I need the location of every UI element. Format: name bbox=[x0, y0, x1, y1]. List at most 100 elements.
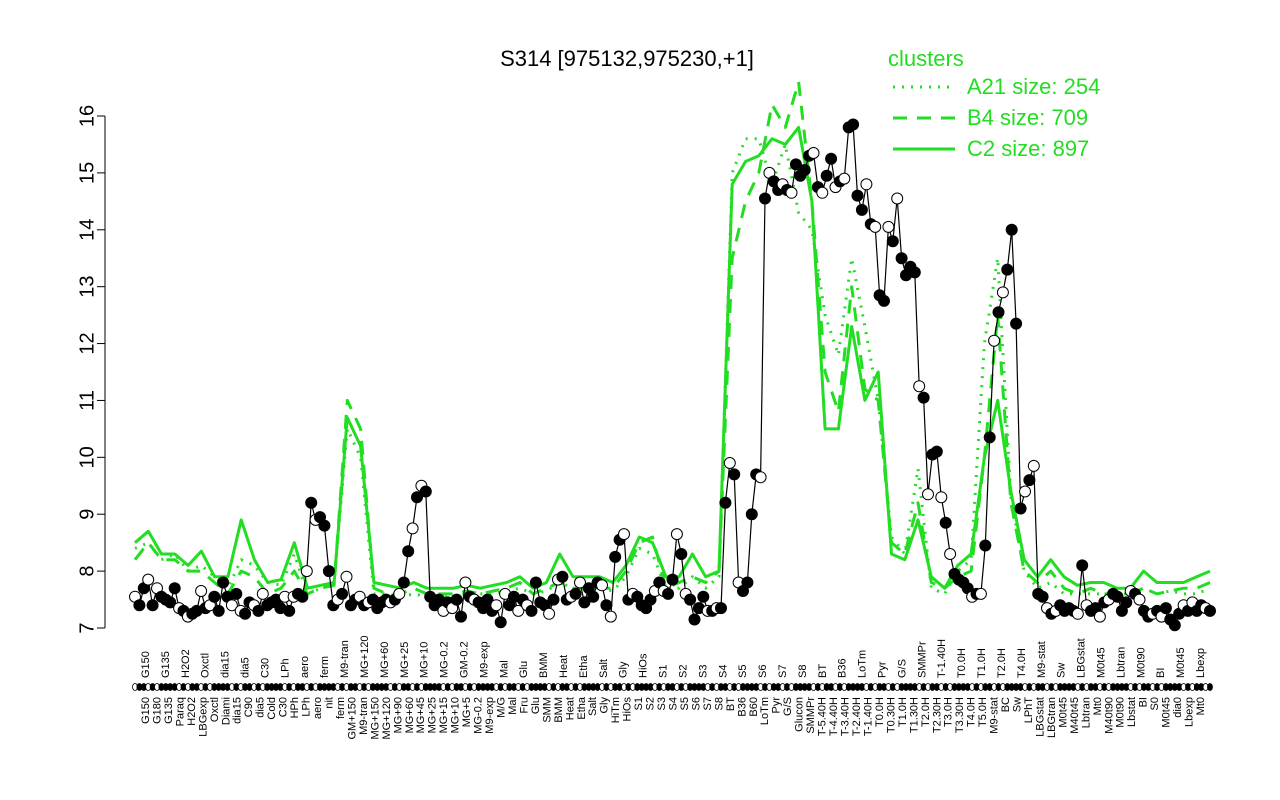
data-point bbox=[574, 576, 586, 589]
x-tick-label: MG+10 bbox=[419, 642, 431, 678]
x-tick-label: C30 bbox=[278, 697, 290, 717]
data-point bbox=[1111, 590, 1124, 603]
data-point bbox=[450, 593, 463, 606]
data-point bbox=[1159, 602, 1172, 615]
x-tick-label: T-1.40H bbox=[862, 697, 874, 736]
x-tick-label: aero bbox=[312, 697, 324, 719]
data-point bbox=[944, 548, 957, 560]
x-tick-label: Sw bbox=[1056, 663, 1068, 678]
x-tick-label: LBGstat bbox=[1076, 638, 1088, 678]
data-point bbox=[296, 590, 309, 603]
x-tick-label: GM-0.2 bbox=[459, 641, 471, 678]
cluster-line-dotted bbox=[134, 137, 1211, 599]
x-tick-label: G150 bbox=[140, 651, 152, 678]
data-point bbox=[913, 380, 926, 393]
data-point bbox=[1071, 607, 1084, 620]
x-tick-label: aero bbox=[299, 656, 311, 678]
data-point bbox=[1133, 593, 1146, 606]
data-point bbox=[1001, 263, 1014, 276]
y-axis: 7 8 9 10 11 12 13 14 15 16 bbox=[76, 105, 106, 634]
x-tick-label: Sw bbox=[1012, 697, 1024, 712]
data-point bbox=[318, 519, 331, 532]
data-point bbox=[587, 590, 600, 603]
x-tick-label: C30 bbox=[259, 658, 271, 678]
data-point bbox=[688, 613, 701, 626]
y-tick-label: 16 bbox=[76, 105, 98, 127]
data-point bbox=[789, 158, 802, 171]
data-point bbox=[547, 593, 560, 606]
data-point bbox=[895, 252, 908, 265]
x-tick-label: M9-stat bbox=[989, 697, 1001, 734]
x-tick-label: S1 bbox=[633, 697, 645, 710]
data-point bbox=[759, 192, 771, 205]
data-point bbox=[618, 528, 630, 541]
data-point bbox=[596, 579, 608, 592]
x-tick-label: Oxctl bbox=[200, 653, 212, 678]
data-point bbox=[922, 488, 934, 501]
data-point bbox=[979, 539, 992, 552]
x-tick-label: G180 bbox=[152, 697, 164, 724]
x-tick-label: Lbstat bbox=[1126, 697, 1138, 727]
data-point bbox=[142, 573, 155, 586]
y-tick-label: 10 bbox=[76, 446, 98, 468]
cluster-line-dashed bbox=[133, 80, 1211, 596]
data-point bbox=[225, 599, 238, 612]
x-tick-label: M0t90 bbox=[1115, 697, 1127, 728]
rug-marker bbox=[1207, 683, 1213, 691]
legend-label: B4 size: 709 bbox=[967, 105, 1088, 130]
x-tick-label: BC bbox=[1000, 697, 1012, 712]
x-tick-label: Gly bbox=[618, 661, 630, 678]
x-tick-label: SMMPr bbox=[805, 697, 817, 734]
data-point bbox=[1023, 474, 1036, 487]
x-tick-label: S8 bbox=[713, 697, 725, 710]
data-point bbox=[1168, 619, 1181, 632]
data-point bbox=[305, 496, 318, 509]
x-tick-label: T5.0H bbox=[977, 697, 989, 727]
x-tick-label: MG+10 bbox=[450, 697, 462, 733]
data-point bbox=[807, 147, 820, 159]
x-tick-label: M9-exp bbox=[484, 697, 496, 734]
y-tick-label: 8 bbox=[76, 566, 98, 577]
x-tick-label: M9-stat bbox=[1036, 641, 1048, 678]
data-point bbox=[974, 587, 987, 600]
x-tick-label: M0t45 bbox=[1096, 647, 1108, 678]
x-tick-label: S6 bbox=[690, 697, 702, 710]
data-point bbox=[419, 485, 432, 498]
x-tick-label: M0t45 bbox=[1161, 697, 1173, 728]
x-tick-label: Gly bbox=[599, 697, 611, 714]
x-tick-label: T0.0H bbox=[956, 648, 968, 678]
x-tick-label: HiTm bbox=[610, 697, 622, 723]
x-tick-label: M/G bbox=[496, 697, 508, 718]
data-point bbox=[675, 548, 688, 560]
x-tick-label: S4 bbox=[717, 665, 729, 678]
data-point bbox=[670, 528, 683, 541]
data-point bbox=[578, 596, 591, 609]
x-tick-label: T2.30H bbox=[931, 697, 943, 733]
data-point bbox=[300, 565, 313, 578]
x-tick-label: T0.0H bbox=[874, 697, 886, 727]
data-point bbox=[1093, 610, 1106, 623]
data-point bbox=[1005, 223, 1018, 236]
x-tick-label: Mal bbox=[498, 660, 510, 678]
x-tick-label: MG+60 bbox=[404, 697, 416, 733]
x-tick-label: MG+25 bbox=[427, 697, 439, 733]
x-tick-label: MG-0.2 bbox=[439, 641, 451, 678]
x-tick-label: G/S bbox=[896, 659, 908, 678]
x-tick-label: LPh bbox=[301, 697, 313, 717]
data-point bbox=[754, 471, 767, 484]
x-tick-label: M0t45 bbox=[1175, 647, 1187, 678]
data-point bbox=[662, 587, 675, 600]
x-tick-label: Heat bbox=[564, 697, 576, 720]
data-point bbox=[816, 186, 829, 199]
x-tick-label: T1.0H bbox=[976, 648, 988, 678]
x-tick-label: MG+120 bbox=[381, 697, 393, 740]
x-axis-labels: G150 G135 H2O2 Oxctl dia15 dia5 C30 LPh aero ferm… bbox=[140, 636, 1207, 740]
x-tick-label: nit bbox=[324, 697, 336, 709]
x-tick-label: dia15 bbox=[220, 651, 232, 678]
data-point bbox=[684, 593, 697, 606]
data-point bbox=[728, 468, 741, 481]
y-tick-label: 9 bbox=[76, 509, 98, 520]
data-point bbox=[851, 189, 864, 202]
x-tick-label: Oxctl bbox=[209, 697, 221, 722]
